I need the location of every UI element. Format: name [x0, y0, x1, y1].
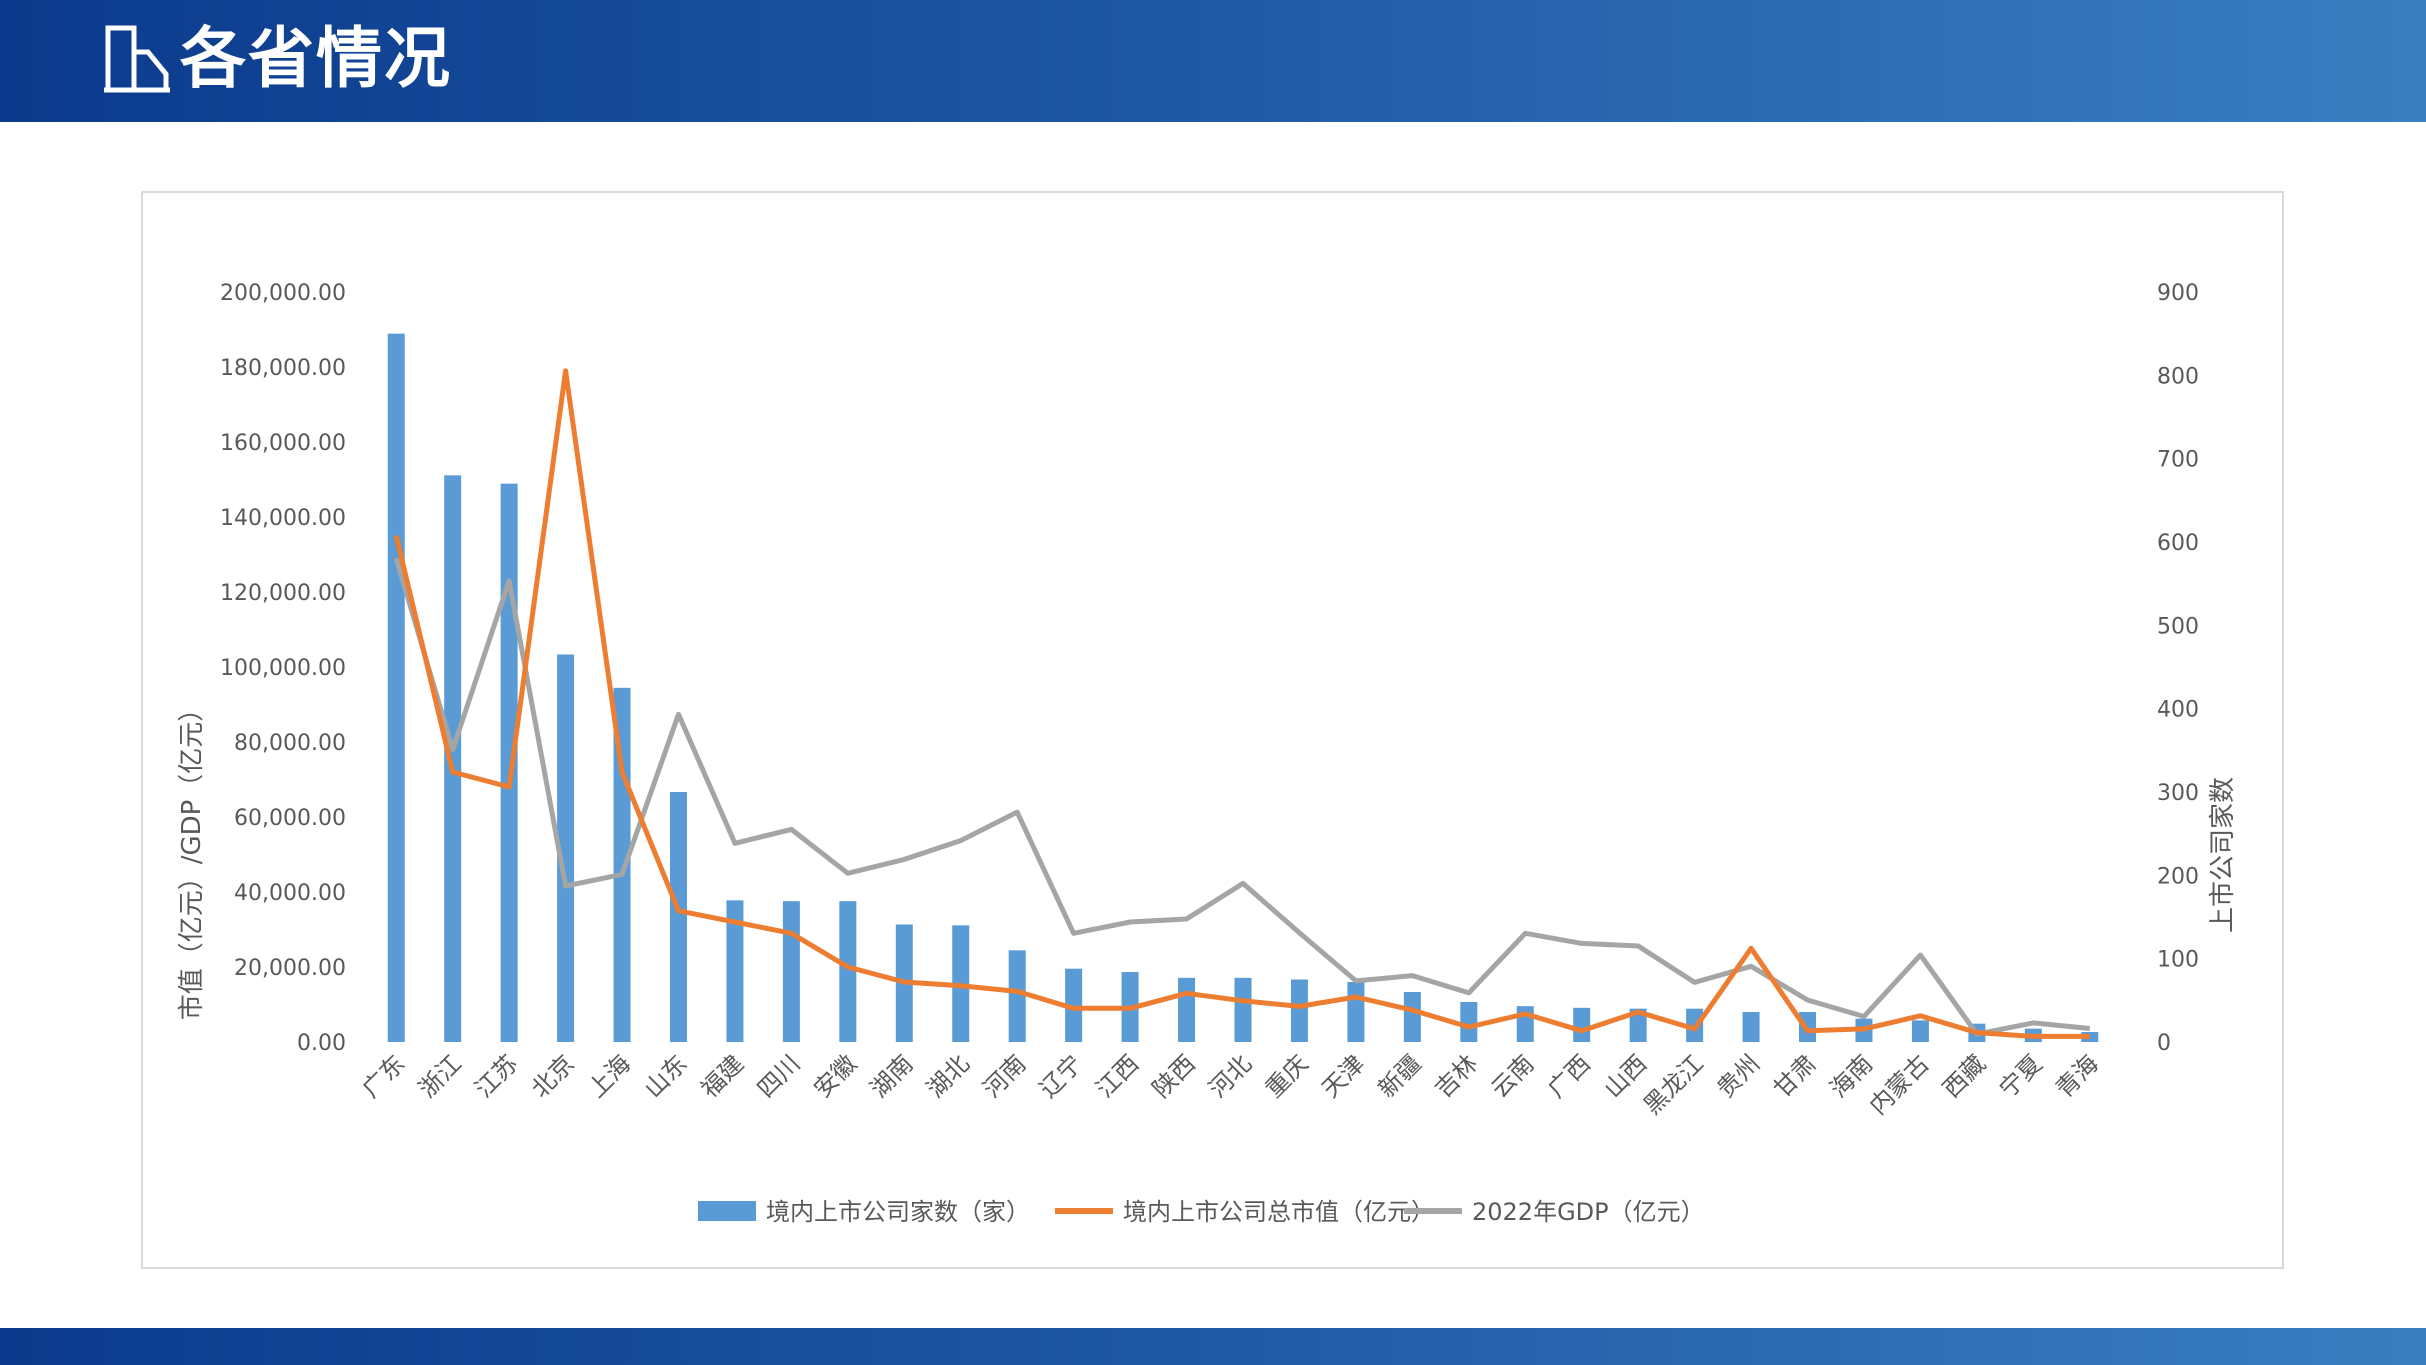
category-label: 云南	[1486, 1049, 1540, 1103]
bar-河南	[1008, 950, 1026, 1042]
left-tick-label: 120,000.00	[220, 581, 346, 606]
category-labels: 广东 浙江 江苏 北京 上海 山东 福建 四川 安徽 湖南 湖北 河南 辽宁 江西 陕西 河北 重庆 天津 新疆 吉林…	[357, 1049, 2104, 1120]
legend-item-1: 境内上市公司家数（家）	[698, 1198, 1030, 1226]
footer-bar	[0, 1328, 2426, 1365]
legend-item-3: 2022年GDP（亿元）	[1404, 1198, 1705, 1226]
right-tick-label: 100	[2157, 948, 2199, 973]
category-label: 黑龙江	[1638, 1049, 1709, 1120]
left-tick-label: 20,000.00	[234, 956, 346, 981]
category-label: 河南	[978, 1049, 1032, 1103]
document-icon	[104, 25, 170, 93]
category-label: 福建	[695, 1049, 749, 1103]
bars-layer	[387, 333, 2099, 1043]
bar-广东	[387, 333, 405, 1042]
left-tick-label: 40,000.00	[234, 881, 346, 906]
combo-chart: 0.00 20,000.00 40,000.00 60,000.00 80,000.00…	[177, 281, 2238, 1226]
category-label: 安徽	[808, 1049, 862, 1103]
bar-北京	[557, 654, 575, 1042]
category-label: 浙江	[413, 1049, 467, 1103]
bar-安徽	[839, 901, 857, 1042]
header-banner: 各省情况	[0, 0, 2426, 122]
category-label: 贵州	[1712, 1049, 1766, 1103]
category-label: 河北	[1204, 1049, 1258, 1103]
left-axis-title: 市值（亿元）/GDP（亿元）	[177, 696, 207, 1021]
bar-内蒙古	[1911, 1020, 1929, 1042]
category-label: 上海	[583, 1049, 637, 1103]
legend-item-2: 境内上市公司总市值（亿元）	[1055, 1198, 1435, 1226]
bar-江苏	[500, 483, 518, 1043]
right-tick-label: 700	[2157, 448, 2199, 473]
legend-label: 境内上市公司家数（家）	[766, 1198, 1030, 1226]
category-label: 陕西	[1147, 1049, 1201, 1103]
category-label: 山东	[639, 1049, 693, 1103]
right-tick-label: 300	[2157, 781, 2199, 806]
right-tick-label: 500	[2157, 614, 2199, 639]
bar-吉林	[1460, 1002, 1478, 1042]
category-label: 广东	[357, 1049, 411, 1103]
right-tick-label: 600	[2157, 531, 2199, 556]
right-tick-label: 200	[2157, 864, 2199, 889]
category-label: 重庆	[1260, 1049, 1314, 1103]
category-label: 四川	[752, 1049, 806, 1103]
bar-陕西	[1178, 977, 1196, 1042]
category-label: 北京	[526, 1049, 580, 1103]
category-label: 广西	[1542, 1049, 1596, 1103]
left-axis-ticks: 0.00 20,000.00 40,000.00 60,000.00 80,000.00…	[220, 281, 346, 1056]
left-tick-label: 80,000.00	[234, 731, 346, 756]
category-label: 湖南	[865, 1049, 919, 1103]
left-tick-label: 0.00	[297, 1031, 346, 1056]
right-axis-title: 上市公司家数	[2208, 777, 2238, 933]
legend-label: 2022年GDP（亿元）	[1472, 1198, 1705, 1226]
category-label: 青海	[2050, 1049, 2104, 1103]
bar-山西	[1629, 1008, 1647, 1042]
category-label: 江苏	[470, 1049, 524, 1103]
bar-浙江	[444, 475, 462, 1042]
category-label: 新疆	[1373, 1049, 1427, 1103]
lines-layer	[393, 368, 2091, 1039]
bar-天津	[1347, 982, 1365, 1042]
left-tick-label: 200,000.00	[220, 281, 346, 306]
category-label: 湖北	[921, 1049, 975, 1103]
bar-辽宁	[1065, 968, 1083, 1042]
bar-广西	[1573, 1007, 1591, 1042]
category-label: 宁夏	[1994, 1049, 2048, 1103]
category-label: 吉林	[1429, 1049, 1483, 1103]
legend: 境内上市公司家数（家） 境内上市公司总市值（亿元） 2022年GDP（亿元）	[698, 1198, 1705, 1226]
bar-福建	[726, 900, 744, 1042]
left-tick-label: 100,000.00	[220, 656, 346, 681]
market-cap-line	[393, 368, 2090, 1039]
legend-label: 境内上市公司总市值（亿元）	[1123, 1198, 1435, 1226]
left-tick-label: 140,000.00	[220, 506, 346, 531]
bar-河北	[1234, 977, 1252, 1042]
left-tick-label: 160,000.00	[220, 431, 346, 456]
category-label: 甘肃	[1768, 1049, 1822, 1103]
right-tick-label: 0	[2157, 1031, 2171, 1056]
right-tick-label: 900	[2157, 281, 2199, 306]
left-tick-label: 60,000.00	[234, 806, 346, 831]
category-label: 辽宁	[1034, 1049, 1088, 1103]
legend-swatch	[698, 1201, 756, 1221]
right-tick-label: 800	[2157, 364, 2199, 389]
category-label: 西藏	[1937, 1049, 1991, 1103]
page-title: 各省情况	[180, 20, 452, 97]
bar-重庆	[1290, 979, 1308, 1042]
right-axis-ticks: 0 100 200 300 400 500 600 700 800 900	[2157, 281, 2199, 1056]
category-label: 江西	[1091, 1049, 1145, 1103]
bar-贵州	[1742, 1012, 1760, 1042]
gdp-line	[393, 557, 2091, 1037]
chart-frame: 0.00 20,000.00 40,000.00 60,000.00 80,000.00…	[141, 191, 2284, 1269]
category-label: 天津	[1316, 1049, 1370, 1103]
left-tick-label: 180,000.00	[220, 356, 346, 381]
bar-四川	[782, 901, 800, 1042]
category-label: 内蒙古	[1864, 1049, 1935, 1120]
bar-新疆	[1403, 992, 1421, 1042]
right-tick-label: 400	[2157, 698, 2199, 723]
bar-山东	[669, 792, 687, 1042]
